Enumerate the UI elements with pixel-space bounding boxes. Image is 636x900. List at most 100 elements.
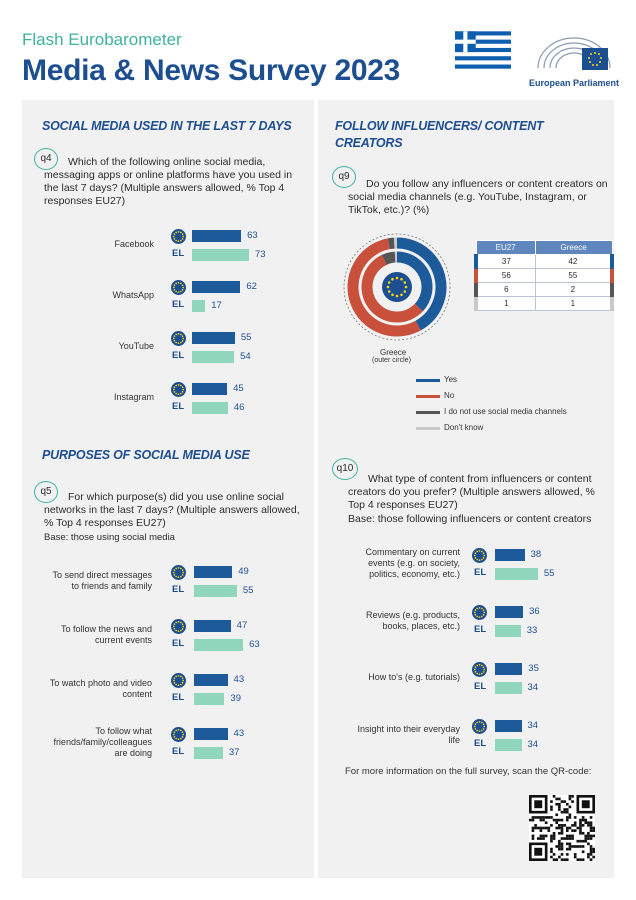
bar-value-label: 73 [254, 249, 266, 260]
legend-label: I do not use social media channels [444, 407, 567, 416]
eu-flag-icon [171, 565, 186, 580]
european-parliament-logo [537, 37, 611, 70]
q9-table-row: 37 42 [473, 254, 614, 269]
bar-eu27 [192, 383, 228, 395]
q5-badge: q5 [34, 481, 58, 503]
q9-question-line-3: TikTok, etc.)? (%) [348, 204, 430, 216]
legend-swatch [416, 395, 440, 398]
donut-outer-guide [343, 233, 451, 341]
q5-question-line-1: For which purpose(s) did you use online … [68, 491, 284, 503]
bar-value-label: 63 [249, 639, 260, 650]
q10-base-text: Base: those following influencers or con… [348, 513, 592, 525]
bar-el [495, 625, 521, 637]
qr-code-icon [529, 795, 595, 861]
q9-table-header-row: EU27 Greece [475, 240, 613, 255]
q5-section-title: PURPOSES OF SOCIAL MEDIA USE [42, 448, 250, 462]
q9-donut-chart [343, 233, 451, 341]
bar-eu27 [495, 720, 522, 732]
el-label: EL [172, 248, 185, 259]
bar-el [192, 402, 228, 414]
q9-outer-label-line-1: Greece [380, 348, 407, 357]
bar-value-label: 39 [230, 693, 241, 704]
category-label: Insight into their everyday [357, 723, 460, 734]
bar-value-label: 37 [228, 747, 240, 758]
q5-base-text: Base: those using social media [44, 532, 175, 543]
category-label: To follow the news and [60, 623, 152, 634]
eu-flag-icon [472, 662, 487, 677]
bar-el [192, 300, 206, 312]
q9-table-cell: 37 [473, 254, 536, 269]
q9-table-row: 56 55 [473, 268, 614, 283]
q4-question-line-4: responses EU27) [44, 195, 126, 207]
eu-flag-icon [472, 605, 487, 620]
donut-slice-yes [396, 237, 447, 331]
eu-flag-icon [171, 619, 186, 634]
bar-eu27 [192, 230, 242, 242]
el-label: EL [172, 638, 185, 649]
survey-subtitle: Flash Eurobarometer [22, 30, 182, 49]
category-label: Reviews (e.g. products, [365, 609, 460, 620]
q9-table-cell: 55 [534, 268, 614, 283]
q9-table-cell: 2 [534, 282, 614, 297]
eu-flag-icon [472, 719, 487, 734]
bar-value-label: 36 [529, 606, 540, 617]
bar-el [194, 639, 244, 651]
q9-table-header-greece: Greece [534, 240, 613, 255]
q9-section-title-line-1: FOLLOW INFLUENCERS/ CONTENT [335, 119, 544, 133]
bar-value-label: 34 [527, 739, 539, 750]
el-label: EL [474, 738, 487, 749]
bar-value-label: 33 [526, 625, 538, 636]
donut-slice-i-do-not-use-social-media-channels [387, 237, 395, 250]
european-parliament-label: European Parliament [529, 78, 620, 88]
el-label: EL [172, 350, 185, 361]
el-label: EL [172, 746, 185, 757]
q5-question-line-3: % Top 4 responses EU27) [44, 517, 166, 529]
legend-swatch [416, 379, 440, 382]
bar-eu27 [194, 620, 231, 632]
bar-el [495, 739, 522, 751]
category-label: friends/family/colleagues [53, 737, 152, 747]
bar-el [192, 249, 249, 261]
bar-el [194, 585, 237, 597]
bar-value-label: 38 [530, 549, 542, 560]
category-label: YouTube [118, 341, 154, 351]
q4-section-title: SOCIAL MEDIA USED IN THE LAST 7 DAYS [42, 119, 292, 133]
q9-table-cell: 6 [473, 282, 536, 297]
eu-flag-icon [171, 280, 186, 295]
left-panel: SOCIAL MEDIA USED IN THE LAST 7 DAYS q4 … [22, 100, 314, 878]
bar-el [194, 747, 223, 759]
q4-question-line-3: the last 7 days? (Multiple answers allow… [44, 182, 285, 194]
header: Flash Eurobarometer Media & News Survey … [0, 0, 636, 96]
category-label: to friends and family [71, 580, 152, 591]
right-panel: FOLLOW INFLUENCERS/ CONTENT CREATORS q9 … [318, 100, 614, 878]
el-label: EL [474, 624, 487, 635]
legend-label: No [444, 391, 455, 400]
category-label: To watch photo and video [49, 677, 152, 688]
bar-eu27 [194, 566, 233, 578]
category-label: How to's (e.g. tutorials) [368, 672, 460, 682]
q9-table-cell: 42 [534, 254, 614, 269]
bar-value-label: 34 [527, 682, 539, 693]
bar-value-label: 35 [528, 663, 539, 674]
category-label: To follow what [95, 726, 152, 736]
bar-value-label: 63 [247, 230, 258, 241]
q5-question-line-2: networks in the last 7 days? (Multiple a… [44, 504, 300, 516]
category-label: content [122, 688, 152, 699]
q10-question-line-2: creators do you prefer? (Multiple answer… [348, 486, 595, 498]
bar-value-label: 17 [211, 300, 222, 311]
bar-eu27 [495, 606, 524, 618]
el-label: EL [474, 567, 487, 578]
q9-results-table: EU27 Greece 37 42 56 55 6 2 1 1 [473, 240, 614, 311]
q9-badge: q9 [332, 166, 356, 188]
eu-flag-icon [171, 673, 186, 688]
q9-table-header-eu: EU27 [475, 240, 536, 255]
donut-slice-yes [396, 251, 433, 312]
q9-question-line-2: social media channels (e.g. YouTube, Ins… [348, 191, 587, 203]
eu-flag-icon [171, 331, 186, 346]
donut-slice-i-do-not-use-social-media-channels [381, 251, 396, 265]
category-label: Facebook [114, 239, 154, 249]
el-label: EL [172, 692, 185, 703]
q4-question-line-1: Which of the following online social med… [68, 156, 266, 168]
legend-swatch [416, 427, 440, 430]
